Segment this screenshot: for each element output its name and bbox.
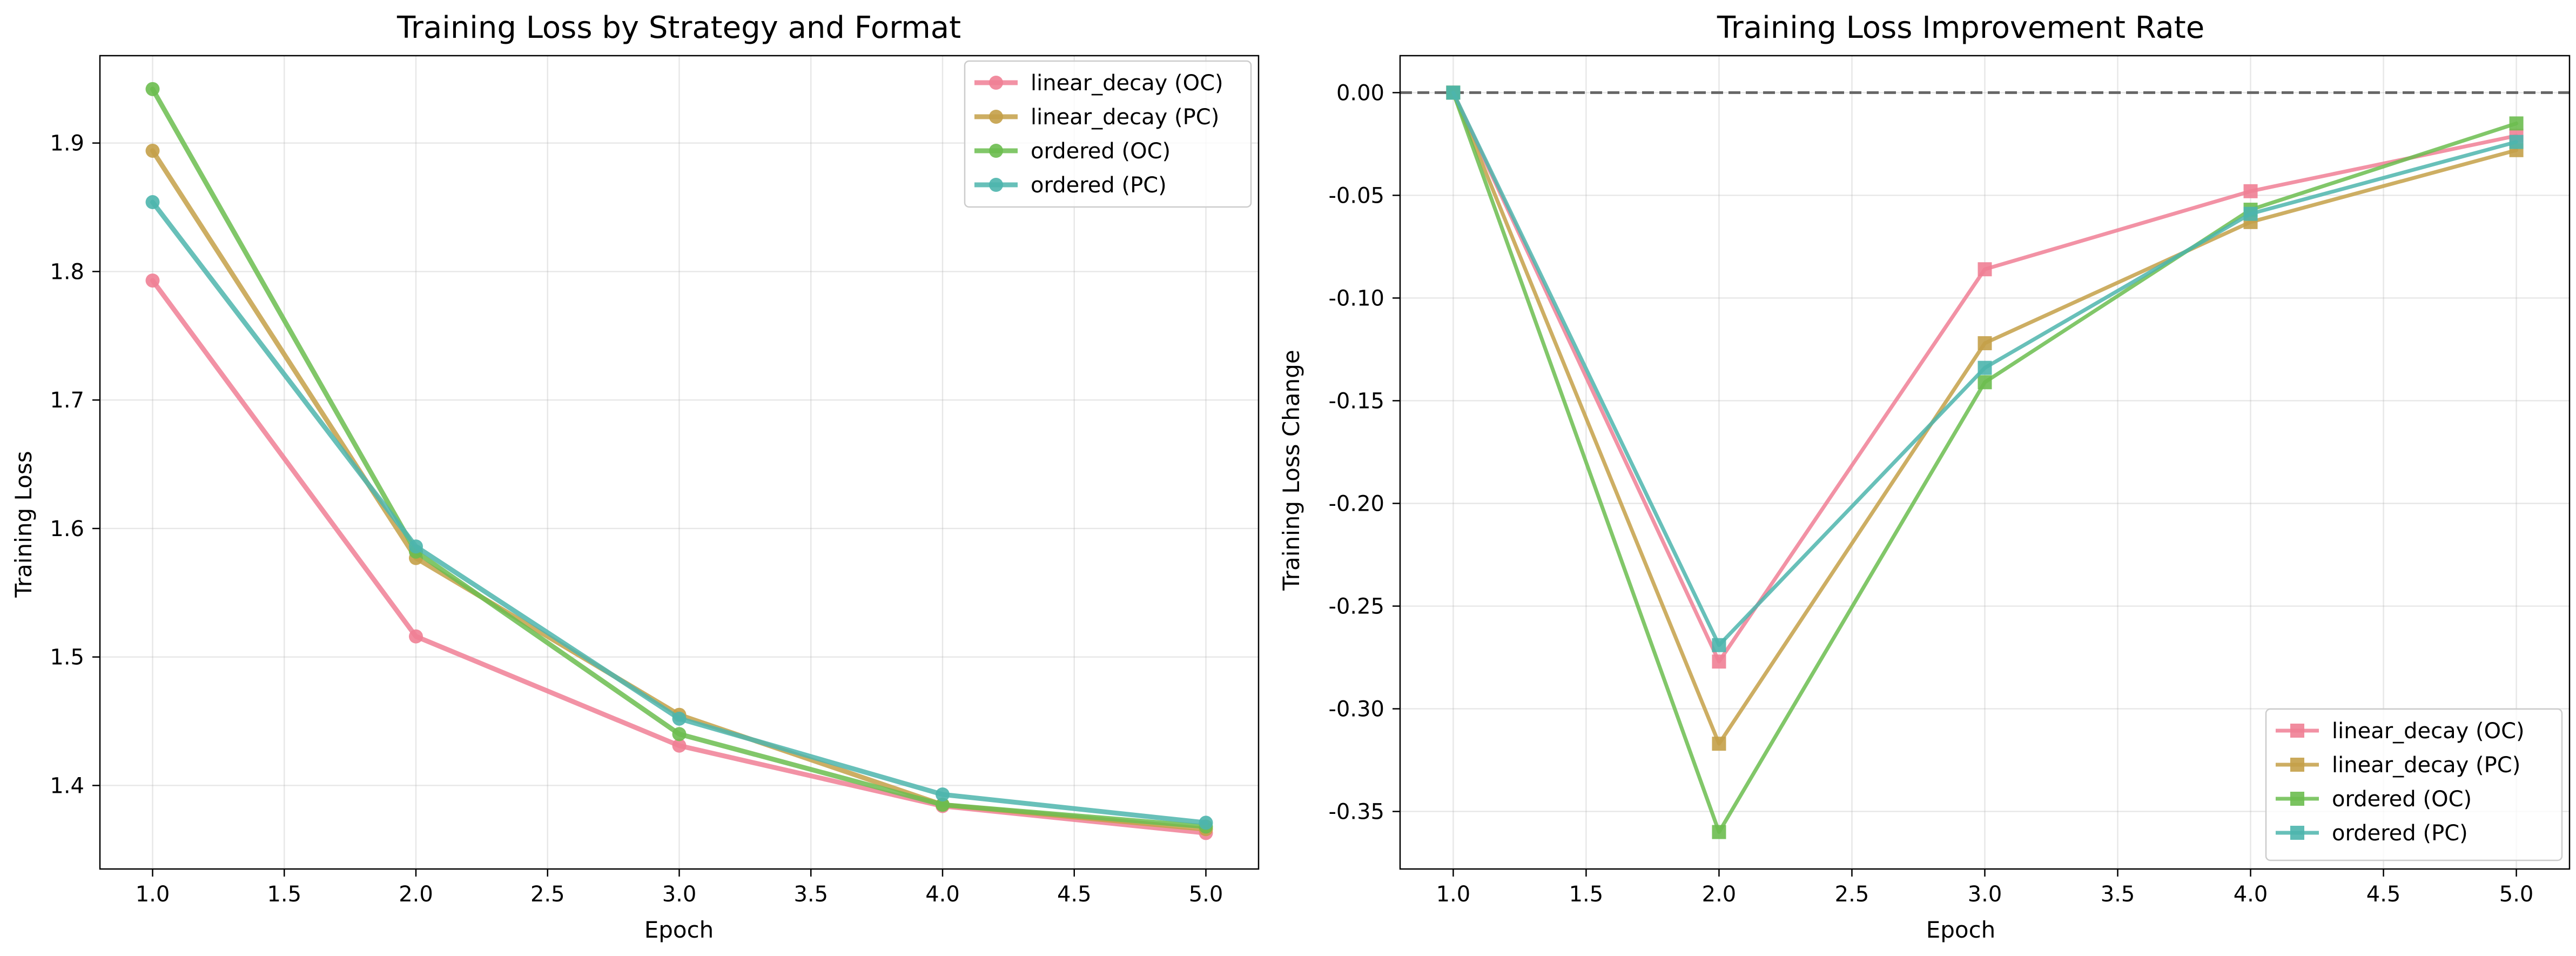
loss-chart: Training Loss by Strategy and Format Epo…: [10, 10, 1260, 943]
improvement-chart-legend: linear_decay (OC) linear_decay (PC) ordere…: [2265, 708, 2563, 861]
improvement-chart-data-point: [1978, 336, 1992, 351]
loss-chart-x-tick-label: 4.0: [925, 882, 960, 907]
loss-chart-data-point: [409, 629, 423, 644]
improvement-chart-data-point: [1978, 360, 1992, 375]
improvement-chart-x-tick-label: 1.5: [1569, 882, 1604, 907]
improvement-chart-data-point: [2243, 184, 2258, 198]
loss-chart-data-point: [409, 539, 423, 554]
loss-chart-legend-swatch-marker: [989, 110, 1003, 124]
loss-chart-y-tick-label: 1.7: [50, 388, 84, 413]
loss-chart-data-point: [672, 727, 687, 741]
improvement-chart-data-point: [1978, 262, 1992, 277]
improvement-chart-x-tick-label: 3.5: [2101, 882, 2135, 907]
loss-chart-data-point: [145, 143, 160, 158]
improvement-chart-x-label: Epoch: [1926, 917, 1996, 943]
improvement-chart-y-tick-label: 0.00: [1336, 81, 1384, 105]
improvement-chart-data-point: [1712, 825, 1726, 839]
loss-chart-data-point: [145, 195, 160, 210]
improvement-chart-y-label: Training Loss Change: [1278, 350, 1304, 591]
loss-chart-data-point: [145, 82, 160, 96]
loss-chart-y-tick-label: 1.4: [50, 773, 84, 798]
improvement-chart-legend-label: linear_decay (OC): [2332, 719, 2525, 744]
loss-chart-y-tick-label: 1.9: [50, 131, 84, 156]
loss-chart-axes-frame: [99, 55, 1260, 870]
loss-chart-x-tick-label: 3.5: [793, 882, 828, 907]
improvement-chart-data-point: [1446, 85, 1461, 100]
improvement-chart-x-tick-label: 5.0: [2499, 882, 2534, 907]
loss-chart-series-group: [145, 82, 1213, 840]
improvement-chart-legend-label: ordered (OC): [2332, 787, 2472, 812]
loss-chart-legend-label: ordered (OC): [1031, 139, 1171, 164]
improvement-chart-data-point: [2509, 135, 2524, 149]
loss-chart-x-tick-label: 3.0: [662, 882, 697, 907]
loss-chart-x-tick-label: 2.0: [399, 882, 433, 907]
improvement-chart-data-point: [2509, 116, 2524, 131]
loss-chart-x-label: Epoch: [644, 917, 714, 943]
improvement-chart-legend-label: ordered (PC): [2332, 821, 2468, 846]
loss-chart-data-point: [1199, 815, 1213, 830]
improvement-chart-legend-swatch-marker: [2290, 724, 2304, 738]
improvement-chart-legend-swatch-marker: [2290, 826, 2304, 840]
loss-chart-data-point: [672, 711, 687, 726]
loss-chart-legend-swatch-marker: [989, 76, 1003, 90]
improvement-chart: Training Loss Improvement Rate Epoch Tra…: [1278, 10, 2571, 943]
loss-chart-x-tick-label: 1.5: [267, 882, 301, 907]
improvement-chart-legend-box: [2265, 708, 2563, 861]
loss-chart-legend-box: [964, 60, 1252, 208]
loss-chart-legend-swatch-marker: [989, 144, 1003, 158]
improvement-chart-x-tick-label: 4.5: [2366, 882, 2401, 907]
improvement-chart-x-tick-label: 3.0: [1968, 882, 2002, 907]
loss-chart-data-point: [145, 273, 160, 288]
loss-chart-legend-label: linear_decay (OC): [1031, 71, 1223, 96]
improvement-chart-axes-frame: [1399, 55, 2571, 870]
improvement-chart-y-tick-label: -0.05: [1329, 183, 1385, 208]
improvement-chart-data-point: [1712, 654, 1726, 669]
improvement-chart-data-point: [1978, 375, 1992, 390]
improvement-chart-y-tick-label: -0.10: [1329, 286, 1385, 311]
improvement-chart-y-tick-label: -0.20: [1329, 492, 1385, 517]
improvement-chart-data-point: [1712, 638, 1726, 652]
improvement-chart-title: Training Loss Improvement Rate: [1717, 10, 2204, 45]
loss-chart-legend-swatch-marker: [989, 178, 1003, 192]
loss-chart-x-tick-label: 2.5: [530, 882, 565, 907]
loss-chart-y-tick-label: 1.8: [50, 259, 84, 284]
loss-chart-legend: linear_decay (OC) linear_decay (PC) ordere…: [964, 60, 1252, 208]
improvement-chart-y-tick-label: -0.25: [1329, 594, 1385, 619]
improvement-chart-legend-swatch-marker: [2290, 792, 2304, 806]
improvement-chart-data-point: [2243, 206, 2258, 221]
improvement-chart-x-tick-label: 2.5: [1835, 882, 1869, 907]
loss-chart-x-tick-label: 1.0: [136, 882, 170, 907]
loss-chart-x-tick-label: 4.5: [1057, 882, 1092, 907]
loss-chart-legend-label: ordered (PC): [1031, 173, 1167, 198]
loss-chart-data-point: [672, 738, 687, 753]
loss-chart-y-tick-label: 1.6: [50, 517, 84, 541]
improvement-chart-x-tick-label: 2.0: [1702, 882, 1737, 907]
improvement-chart-y-tick-label: -0.35: [1329, 800, 1385, 825]
loss-chart-data-point: [936, 798, 950, 812]
improvement-chart-x-tick-label: 4.0: [2234, 882, 2268, 907]
loss-chart-y-label: Training Loss: [10, 451, 37, 598]
loss-chart-x-tick-label: 5.0: [1189, 882, 1223, 907]
improvement-chart-legend-label: linear_decay (PC): [2332, 753, 2520, 778]
loss-chart-title: Training Loss by Strategy and Format: [396, 10, 961, 45]
improvement-chart-y-tick-label: -0.30: [1329, 697, 1385, 722]
loss-chart-legend-label: linear_decay (PC): [1031, 105, 1219, 130]
loss-chart-y-tick-label: 1.5: [50, 645, 84, 670]
loss-chart-data-point: [936, 787, 950, 802]
improvement-chart-y-tick-label: -0.15: [1329, 389, 1385, 413]
improvement-chart-legend-swatch-marker: [2290, 758, 2304, 772]
improvement-chart-series-group: [1446, 85, 2524, 839]
improvement-chart-x-tick-label: 1.0: [1436, 882, 1471, 907]
improvement-chart-data-point: [1712, 737, 1726, 751]
